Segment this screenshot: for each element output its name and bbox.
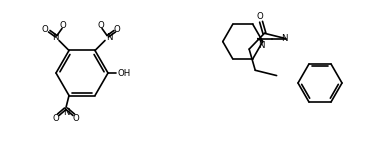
Text: O: O — [256, 12, 263, 21]
Text: O: O — [73, 114, 79, 123]
Text: O: O — [114, 25, 120, 34]
Text: N: N — [52, 33, 58, 42]
Text: N: N — [106, 33, 112, 42]
Text: N: N — [282, 34, 288, 43]
Text: OH: OH — [118, 69, 131, 78]
Text: N: N — [63, 108, 69, 117]
Text: O: O — [98, 21, 104, 30]
Text: O: O — [42, 25, 48, 34]
Text: O: O — [53, 114, 59, 123]
Text: N: N — [259, 41, 265, 50]
Text: O: O — [60, 21, 66, 30]
